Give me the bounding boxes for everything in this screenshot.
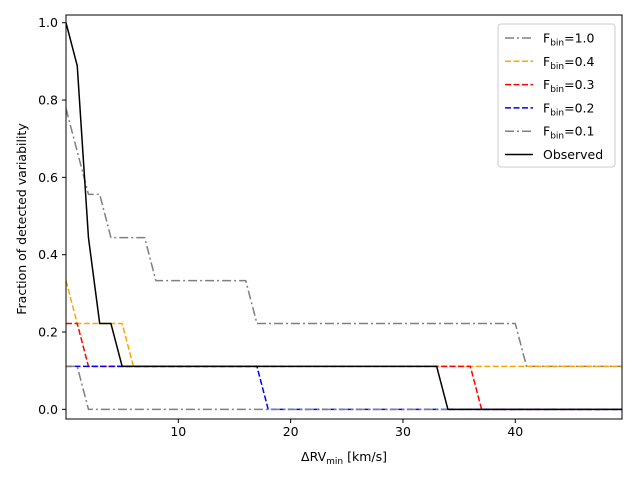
x-tick-label: 10: [170, 424, 186, 439]
legend-label: Fbin=0.2: [543, 100, 594, 118]
legend-label: Observed: [543, 147, 603, 162]
legend: Fbin=1.0 Fbin=0.4 Fbin=0.3 Fbin=0.2 Fbin=0.1…: [497, 23, 616, 168]
legend-label: Fbin=0.4: [543, 54, 595, 72]
axes-spine: [65, 14, 623, 420]
x-axis-label-unit: [km/s]: [343, 449, 387, 464]
legend-label: Fbin=0.3: [543, 77, 594, 95]
y-tick-label: 0.6: [38, 170, 58, 185]
y-tick-label: 0.4: [38, 247, 58, 262]
series-line-5: [66, 22, 622, 411]
x-axis-label-main: ΔRV: [301, 449, 327, 464]
legend-label: Fbin=0.1: [543, 124, 594, 142]
x-axis-label-sub: min: [326, 457, 343, 467]
legend-entry: Fbin=0.2: [505, 100, 594, 118]
y-tick-label: 0.8: [38, 93, 58, 108]
plot-lines: [66, 22, 622, 411]
series-line-4: [66, 365, 622, 411]
x-tick-label: 30: [395, 424, 411, 439]
x-axis-label: ΔRVmin [km/s]: [301, 449, 387, 467]
axes-frame: [65, 14, 623, 420]
series-line-0: [66, 108, 622, 368]
legend-label: Fbin=1.0: [543, 31, 595, 49]
legend-entry: Observed: [505, 147, 603, 162]
y-tick-label: 1.0: [38, 15, 58, 30]
y-axis-label: Fraction of detected variability: [14, 123, 29, 315]
y-tick-label: 0.2: [38, 325, 58, 340]
y-tick-label: 0.0: [38, 402, 58, 417]
x-tick-label: 20: [283, 424, 299, 439]
legend-entry: Fbin=0.1: [505, 124, 594, 142]
x-tick-label: 40: [507, 424, 523, 439]
ticks: 10 20 30 40 0.0 0.2 0.4 0.6 0.8 1.0: [38, 15, 523, 439]
legend-entry: Fbin=1.0: [505, 31, 595, 49]
legend-entry: Fbin=0.3: [505, 77, 594, 95]
series-line-1: [66, 280, 622, 368]
legend-entry: Fbin=0.4: [505, 54, 595, 72]
